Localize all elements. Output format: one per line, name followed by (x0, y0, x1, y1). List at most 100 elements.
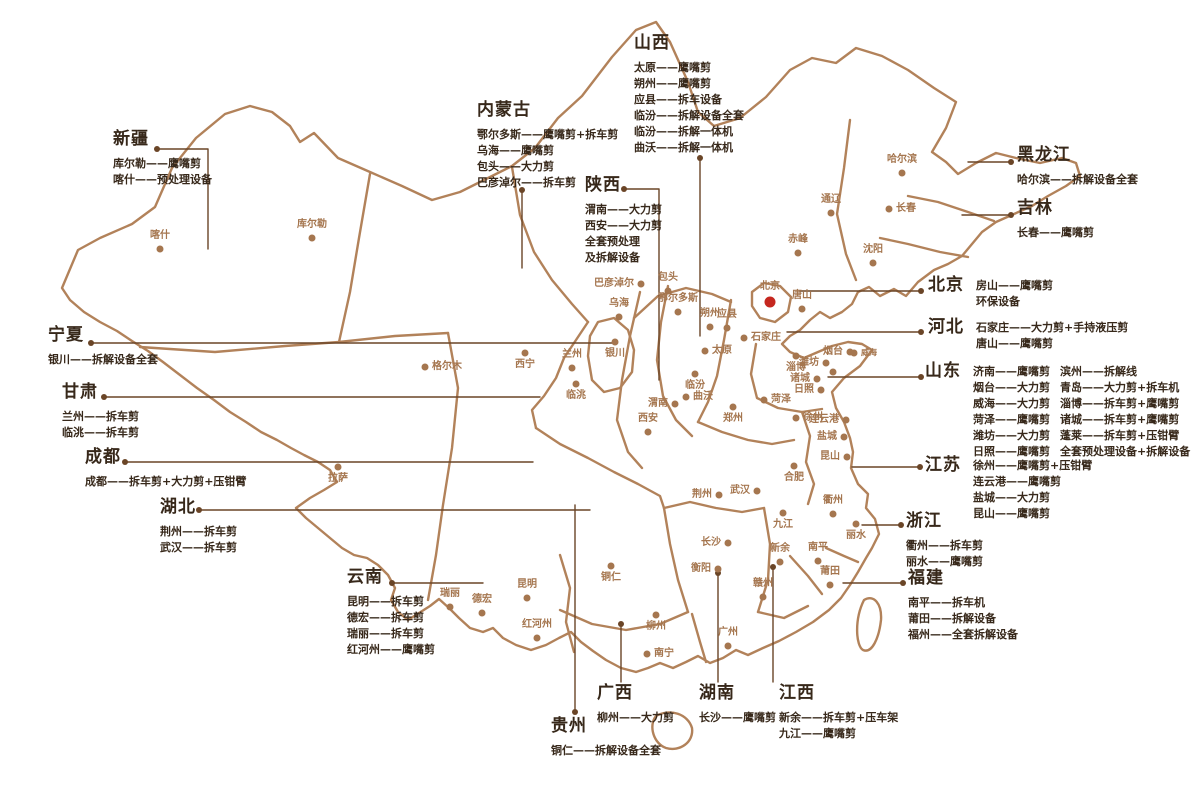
city-dot-南平 (814, 557, 822, 565)
province-title: 福建 (908, 568, 944, 588)
city-dot-西安 (644, 428, 652, 436)
province-annotation-贵州: 贵州 铜仁——拆解设备全套 (551, 717, 661, 759)
city-label: 包头 (658, 272, 678, 283)
city-label: 朔州 (700, 308, 720, 319)
city-label: 淄博 (786, 362, 806, 373)
city-dot-曲沃 (682, 393, 690, 401)
province-title: 江苏 (925, 455, 961, 475)
province-annotation-新疆: 新疆 库尔勒——鹰嘴剪 喀什——预处理设备 (113, 130, 212, 188)
province-annotation-宁夏: 宁夏 银川——拆解设备全套 (48, 326, 158, 368)
city-dot-红河州 (533, 634, 541, 642)
city-label: 应县 (717, 309, 737, 320)
equipment-item: 临汾——拆解设备全套 (634, 108, 744, 122)
province-annotation-福建: 福建南平——拆车机 莆田——拆解设备 福州——全套拆解设备 (908, 569, 1018, 643)
province-equipment-list: 滨州——拆解线 青岛——大力剪+拆车机 淄博——拆车剪+鹰嘴剪 诸城——拆车剪+鹰嘴剪… (1060, 364, 1190, 460)
city-dot-德宏 (478, 609, 486, 617)
equipment-item: 银川——拆解设备全套 (48, 352, 158, 366)
province-title: 湖南 (699, 683, 735, 703)
equipment-item: 新余——拆车剪+压车架 (779, 710, 899, 724)
province-annotation-湖北: 湖北 荆州——拆车剪 武汉——拆车剪 (160, 498, 237, 556)
equipment-item: 衢州——拆车剪 (906, 538, 983, 552)
city-dot-昆山 (843, 453, 851, 461)
equipment-item: 徐州——鹰嘴剪+压钳臂 (973, 459, 1093, 472)
city-dot-威海 (850, 349, 858, 357)
city-label: 太原 (712, 345, 732, 356)
city-dot-衡阳 (714, 565, 722, 573)
province-equipment-list: 兰州——拆车剪 临洮——拆车剪 (62, 409, 139, 441)
city-dot-武汉 (753, 487, 761, 495)
city-label: 威海 (861, 348, 877, 357)
province-equipment-list: 长春——鹰嘴剪 (1017, 225, 1094, 241)
city-dot-瑞丽 (446, 603, 454, 611)
city-label: 丽水 (846, 530, 866, 541)
equipment-item: 环保设备 (976, 295, 1020, 308)
equipment-item: 莆田——拆解设备 (908, 611, 996, 625)
city-dot-朔州 (706, 323, 714, 331)
city-label: 盐城 (817, 431, 837, 442)
province-equipment-list: 石家庄——大力剪+手持液压剪 唐山——鹰嘴剪 (976, 320, 1128, 352)
city-dot-拉萨 (334, 463, 342, 471)
city-dot-北京 (764, 296, 776, 308)
leader-dot-江西 (770, 564, 776, 570)
leader-dot-浙江 (898, 522, 904, 528)
province-equipment-list: 长沙——鹰嘴剪 (699, 710, 776, 726)
city-dot-鄂尔多斯 (674, 308, 682, 316)
china-outline (60, 20, 1082, 751)
equipment-item: 武汉——拆车剪 (160, 540, 237, 554)
equipment-item: 唐山——鹰嘴剪 (976, 337, 1053, 350)
city-label: 通辽 (821, 194, 841, 205)
city-label: 红河州 (522, 619, 552, 630)
province-title: 山东 (925, 361, 961, 381)
city-dot-新余 (776, 558, 784, 566)
equipment-item: 喀什——预处理设备 (113, 172, 212, 186)
city-label: 兰州 (562, 349, 582, 360)
province-title: 河北 (928, 317, 964, 337)
province-title: 新疆 (113, 129, 149, 149)
city-dot-银川 (611, 338, 619, 346)
equipment-item: 西安——大力剪 (585, 218, 662, 232)
city-dot-盐城 (840, 433, 848, 441)
city-dot-连云港 (842, 416, 850, 424)
city-label: 库尔勒 (297, 219, 327, 230)
leader-dot-山东 (918, 374, 924, 380)
city-label: 徐州 (803, 412, 823, 423)
province-annotation-黑龙江: 黑龙江 哈尔滨——拆解设备全套 (1017, 146, 1138, 188)
city-dot-柳州 (652, 611, 660, 619)
equipment-item: 滨州——拆解线 (1060, 365, 1137, 378)
province-title: 陕西 (585, 175, 621, 195)
city-dot-衢州 (829, 510, 837, 518)
equipment-item: 柳州——大力剪 (597, 710, 674, 724)
city-dot-莆田 (826, 581, 834, 589)
province-equipment-list: 南平——拆车机 莆田——拆解设备 福州——全套拆解设备 (908, 595, 1018, 643)
equipment-item: 济南——鹰嘴剪 (973, 365, 1050, 378)
equipment-item: 太原——鹰嘴剪 (634, 60, 711, 74)
equipment-item: 长沙——鹰嘴剪 (699, 710, 776, 724)
city-label: 合肥 (784, 472, 804, 483)
province-equipment-list: 渭南——大力剪 西安——大力剪 全套预处理 及拆解设备 (585, 202, 662, 266)
city-dot-徐州 (792, 414, 800, 422)
equipment-item: 临洮——拆车剪 (62, 425, 139, 439)
equipment-item: 房山——鹰嘴剪 (976, 279, 1053, 292)
province-title: 云南 (347, 567, 383, 587)
city-label: 柳州 (646, 621, 666, 632)
province-title: 吉林 (1017, 198, 1053, 218)
province-annotation-湖南: 湖南长沙——鹰嘴剪 (699, 684, 776, 726)
province-equipment-list: 新余——拆车剪+压车架 九江——鹰嘴剪 (779, 710, 898, 742)
city-dot-石家庄 (740, 334, 748, 342)
equipment-item: 巴彦淖尔——拆车剪 (477, 175, 576, 189)
province-annotation-成都: 成都 成都——拆车剪+大力剪+压钳臂 (85, 448, 246, 490)
city-label: 潍坊 (799, 357, 819, 368)
city-label: 南宁 (654, 648, 674, 659)
city-dot-诸城 (813, 375, 821, 383)
city-dot-丽水 (852, 520, 860, 528)
city-label: 昆山 (820, 451, 840, 462)
province-title: 江西 (779, 683, 815, 703)
leader-dot-黑龙江 (1008, 159, 1014, 165)
city-label: 荆州 (692, 489, 712, 500)
province-equipment-list: 徐州——鹰嘴剪+压钳臂 连云港——鹰嘴剪 盐城——大力剪 昆山——鹰嘴剪 (973, 458, 1092, 522)
leader-dot-河北 (918, 329, 924, 335)
province-annotation-江西: 江西新余——拆车剪+压车架 九江——鹰嘴剪 (779, 684, 898, 742)
province-annotation-山西: 山西 太原——鹰嘴剪 朔州——鹰嘴剪 应县——拆车设备 临汾——拆解设备全套 临汾——拆解… (634, 34, 744, 156)
province-annotation-山东: 山东 济南——鹰嘴剪 烟台——大力剪 威海——大力剪 菏泽——鹰嘴剪 潍坊——大力剪 日照—… (925, 362, 1190, 460)
city-dot-铜仁 (607, 562, 615, 570)
